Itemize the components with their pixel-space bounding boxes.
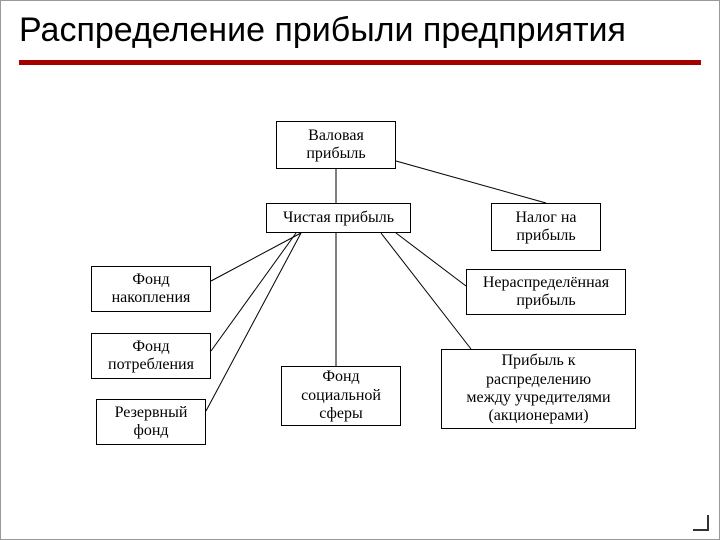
node-founders: Прибыль краспределениюмежду учредителями…	[441, 349, 636, 429]
node-undist: Нераспределённаяприбыль	[466, 269, 626, 315]
node-label: Чистая прибыль	[283, 209, 394, 227]
node-gross: Валоваяприбыль	[276, 121, 396, 169]
node-accum: Фонднакопления	[91, 266, 211, 312]
diagram-canvas: Валоваяприбыль Чистая прибыль Налог наприб…	[1, 111, 720, 540]
edge-net-accum	[211, 233, 301, 281]
edges-layer	[1, 111, 720, 540]
resize-corner-icon	[693, 515, 709, 531]
node-label: Фондсоциальнойсферы	[301, 368, 381, 423]
title-block: Распределение прибыли предприятия	[19, 11, 701, 65]
node-label: Фондпотребления	[108, 338, 194, 375]
node-label: Налог наприбыль	[515, 209, 576, 246]
title-rule	[19, 60, 701, 65]
node-social: Фондсоциальнойсферы	[281, 366, 401, 426]
node-consume: Фондпотребления	[91, 333, 211, 379]
edge-net-consume	[211, 233, 296, 351]
node-label: Нераспределённаяприбыль	[483, 274, 609, 311]
node-label: Прибыль краспределениюмежду учредителями…	[466, 352, 610, 426]
node-reserve: Резервныйфонд	[96, 399, 206, 445]
node-label: Фонднакопления	[112, 271, 191, 308]
page-title: Распределение прибыли предприятия	[19, 11, 701, 50]
edge-net-founders	[381, 233, 471, 349]
edge-net-undist	[396, 233, 466, 286]
node-tax: Налог наприбыль	[491, 203, 601, 251]
node-label: Валоваяприбыль	[306, 127, 365, 164]
node-label: Резервныйфонд	[115, 404, 188, 441]
edge-gross-tax	[396, 161, 546, 203]
node-net: Чистая прибыль	[266, 203, 411, 233]
slide: Распределение прибыли предприятия Валова…	[0, 0, 720, 540]
